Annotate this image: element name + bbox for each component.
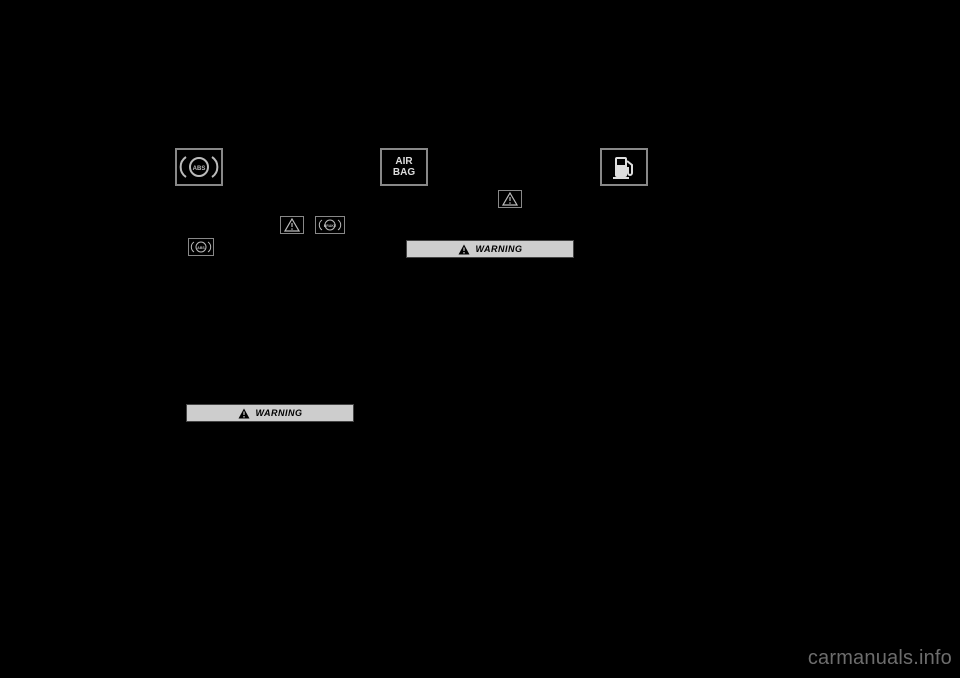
caution-icon-left (280, 216, 304, 234)
airbag-icon: AIR BAG (380, 148, 428, 186)
fuel-icon (600, 148, 648, 186)
warning-bar-left: WARNING (186, 404, 354, 422)
warning-tri-icon (458, 244, 470, 255)
warning-tri-icon-2 (238, 408, 250, 419)
warning-label-left: WARNING (256, 408, 303, 418)
page-root: ABS AIR BAG (0, 0, 960, 678)
brake-svg: BRAKE (317, 218, 343, 232)
warning-bar-right: WARNING (406, 240, 574, 258)
svg-text:ABS: ABS (197, 246, 205, 250)
svg-text:BRAKE: BRAKE (324, 224, 337, 228)
fuel-svg (609, 153, 639, 181)
abs-svg: ABS (179, 152, 219, 182)
tri-svg (502, 192, 518, 206)
caution-icon (498, 190, 522, 208)
svg-text:ABS: ABS (193, 166, 206, 172)
warning-label-right: WARNING (476, 244, 523, 254)
airbag-line1: AIR (395, 156, 412, 167)
abs-icon: ABS (175, 148, 223, 186)
abs-small-svg: ABS (190, 240, 212, 254)
tri-svg-2 (284, 218, 300, 232)
watermark: carmanuals.info (808, 647, 952, 670)
airbag-line2: BAG (393, 167, 415, 178)
abs-small-icon: ABS (188, 238, 214, 256)
brake-icon: BRAKE (315, 216, 345, 234)
